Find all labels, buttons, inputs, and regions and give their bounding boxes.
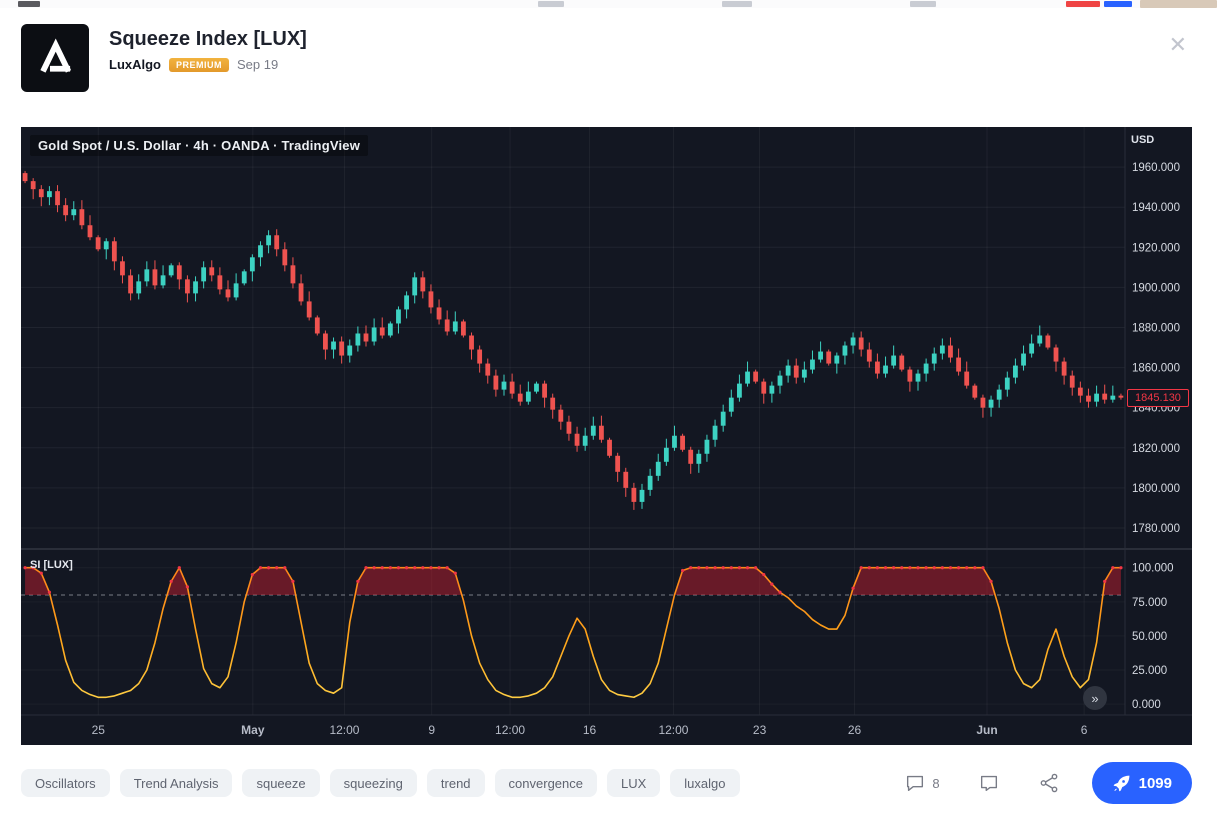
- page-behind-artifact: [1104, 1, 1132, 7]
- page-behind-artifact: [1066, 1, 1100, 7]
- chat-icon: [980, 775, 997, 792]
- svg-text:1900.000: 1900.000: [1132, 282, 1180, 294]
- chart-symbol-title: Gold Spot / U.S. Dollar · 4h · OANDA · T…: [30, 135, 369, 156]
- boost-count: 1099: [1138, 774, 1172, 792]
- svg-text:50.000: 50.000: [1132, 631, 1167, 643]
- svg-text:0.000: 0.000: [1132, 699, 1161, 711]
- svg-text:12:00: 12:00: [658, 723, 688, 737]
- tag-oscillators[interactable]: Oscillators: [21, 769, 110, 797]
- svg-text:12:00: 12:00: [329, 723, 359, 737]
- author-link[interactable]: LuxAlgo: [109, 57, 161, 72]
- share-button[interactable]: [1032, 771, 1066, 795]
- svg-text:1780.000: 1780.000: [1132, 523, 1180, 535]
- background-page-strip: [0, 0, 1217, 8]
- price-axis-currency: USD: [1131, 134, 1155, 146]
- comments-button[interactable]: 8: [898, 771, 945, 795]
- chart-canvas[interactable]: 1960.000 1940.000 1920.000 1900.000 1880.000…: [21, 127, 1192, 745]
- svg-text:100.000: 100.000: [1132, 563, 1174, 575]
- tag-luxalgo[interactable]: luxalgo: [670, 769, 740, 797]
- svg-text:1920.000: 1920.000: [1132, 242, 1180, 254]
- page-behind-artifact: [1140, 0, 1217, 8]
- svg-text:6: 6: [1081, 723, 1088, 737]
- tag-trend-analysis[interactable]: Trend Analysis: [119, 769, 233, 797]
- tag-convergence[interactable]: convergence: [494, 769, 597, 797]
- svg-text:May: May: [241, 723, 265, 737]
- page-title: Squeeze Index [LUX]: [109, 28, 307, 50]
- svg-text:9: 9: [428, 723, 435, 737]
- svg-text:1800.000: 1800.000: [1132, 483, 1180, 495]
- tag-trend[interactable]: trend: [426, 769, 485, 797]
- svg-text:1940.000: 1940.000: [1132, 202, 1180, 214]
- tag-squeeze[interactable]: squeeze: [242, 769, 320, 797]
- oscillator-label: SI [LUX]: [30, 559, 73, 571]
- luxalgo-logo-icon: [40, 38, 72, 73]
- svg-text:25: 25: [92, 723, 106, 737]
- last-price-badge: 1845.130: [1127, 389, 1189, 407]
- svg-text:1820.000: 1820.000: [1132, 443, 1180, 455]
- svg-text:23: 23: [753, 723, 767, 737]
- premium-badge: PREMIUM: [169, 57, 229, 72]
- rocket-icon: [1113, 775, 1130, 791]
- tag-lux[interactable]: LUX: [607, 769, 661, 797]
- svg-text:16: 16: [583, 723, 597, 737]
- author-row: LuxAlgo PREMIUM Sep 19: [109, 57, 278, 72]
- page-behind-artifact: [722, 1, 752, 7]
- svg-text:12:00: 12:00: [495, 723, 525, 737]
- svg-text:Jun: Jun: [976, 723, 997, 737]
- svg-text:25.000: 25.000: [1132, 665, 1167, 677]
- close-button[interactable]: ✕: [1168, 32, 1187, 57]
- chart-area: 1960.000 1940.000 1920.000 1900.000 1880.000…: [21, 127, 1192, 745]
- svg-text:1880.000: 1880.000: [1132, 322, 1180, 334]
- page-behind-artifact: [910, 1, 936, 7]
- luxalgo-logo[interactable]: [21, 24, 89, 92]
- boost-button[interactable]: 1099: [1091, 762, 1192, 804]
- page-behind-artifact: [18, 1, 40, 7]
- chat-button[interactable]: [972, 771, 1006, 795]
- script-header: Squeeze Index [LUX] LuxAlgo PREMIUM Sep …: [0, 8, 1217, 127]
- svg-text:1960.000: 1960.000: [1132, 162, 1180, 174]
- tag-squeezing[interactable]: squeezing: [329, 769, 417, 797]
- share-icon: [1040, 773, 1058, 793]
- page-behind-artifact: [538, 1, 564, 7]
- svg-text:1860.000: 1860.000: [1132, 363, 1180, 375]
- tag-list: Oscillators Trend Analysis squeeze squeezin…: [21, 769, 740, 797]
- action-bar: 8 1099: [898, 762, 1192, 804]
- svg-text:75.000: 75.000: [1132, 597, 1167, 609]
- publish-date: Sep 19: [237, 57, 279, 72]
- script-footer: Oscillators Trend Analysis squeeze squeezin…: [0, 745, 1217, 821]
- comment-count: 8: [932, 775, 940, 791]
- comment-icon: [907, 775, 924, 792]
- pane-expand-button[interactable]: »: [1083, 686, 1107, 710]
- svg-text:26: 26: [848, 723, 862, 737]
